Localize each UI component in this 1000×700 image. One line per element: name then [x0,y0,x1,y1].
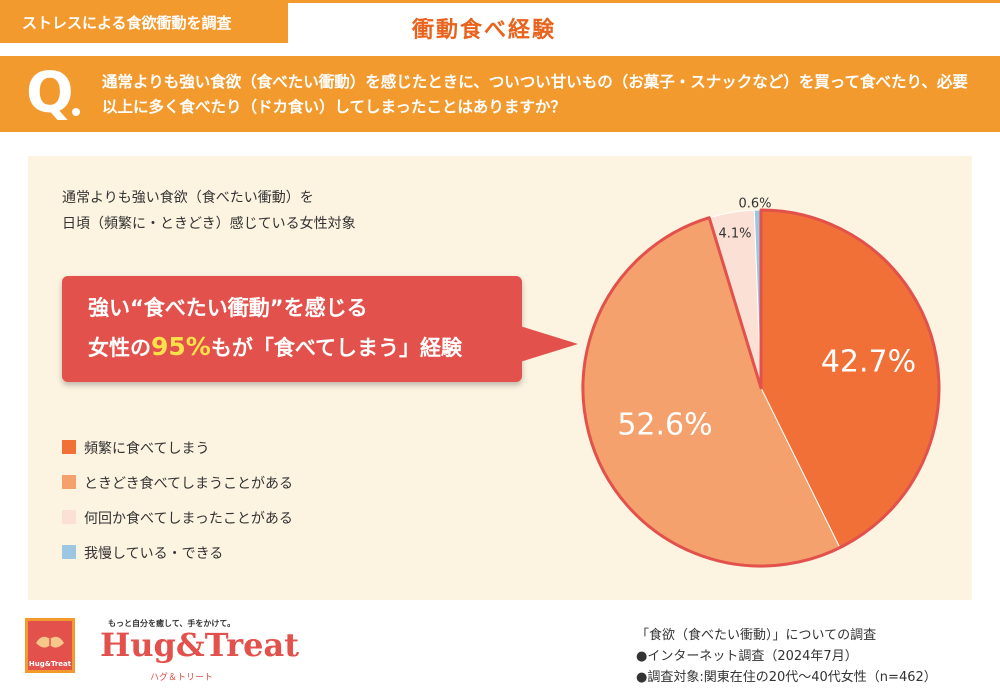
question-mark: Q [26,61,74,126]
legend-swatch-frequent [62,440,76,454]
page-title: 衝動食べ経験 [412,18,557,43]
callout-box: 強い“食べたい衝動”を感じる 女性の95%もが「食べてしまう」経験 [62,276,522,382]
pie-label-frequent: 42.7% [821,344,916,379]
legend-label-few-times: 何回か食べてしまったことがある [84,511,293,527]
survey-note-target: ●調査対象:関東在住の20代〜40代女性（n=462） [636,670,937,685]
survey-tag: ストレスによる食欲衝動を調査 [0,3,288,43]
pie-label-few-times: 4.1% [718,227,751,242]
legend-swatch-few-times [62,510,76,524]
pie-label-sometimes: 52.6% [617,408,712,443]
subject-line-1: 通常よりも強い食欲（食べたい衝動）を [62,190,314,206]
brand-name: Hug&Treat [100,626,299,664]
hands-icon [36,636,64,648]
callout-line-2-pre: 女性の [88,336,151,360]
question-dot [72,108,80,116]
question-text: 通常よりも強い食欲（食べたい衝動）を感じたときに、ついつい甘いもの（お菓子・スナ… [102,73,968,116]
brand-tagline: もっと自分を癒して、手をかけて。 [108,619,236,628]
pie-highlight-outline [581,208,941,568]
legend-label-sometimes: ときどき食べてしまうことがある [84,476,294,492]
callout-tail [520,326,578,362]
callout-line-2: 女性の95%もが「食べてしまう」経験 [88,332,462,362]
pie-label-endure: 0.6% [738,197,771,212]
legend-swatch-sometimes [62,475,76,489]
legend-label-frequent: 頻繁に食べてしまう [84,441,210,457]
subject-line-2: 日頃（頻繁に・ときどき）感じている女性対象 [62,216,356,232]
question-band: Q 通常よりも強い食欲（食べたい衝動）を感じたときに、ついつい甘いもの（お菓子・… [0,56,1000,132]
callout-highlight: 95% [151,332,211,361]
legend-swatch-endure [62,545,76,559]
survey-note-method: ●インターネット調査（2024年7月） [636,649,858,664]
brand-kana: ハグ＆トリート [150,673,214,683]
brand-logo: Hug&Treat [25,618,75,673]
callout-line-2-post: もが「食べてしまう」経験 [210,336,463,360]
legend-label-endure: 我慢している・できる [84,546,224,562]
callout-line-1: 強い“食べたい衝動”を感じる [88,296,368,320]
top-rule [0,0,1000,3]
logo-small-text: Hug&Treat [28,660,72,668]
survey-note-title: 「食欲（食べたい衝動）」についての調査 [636,628,877,643]
